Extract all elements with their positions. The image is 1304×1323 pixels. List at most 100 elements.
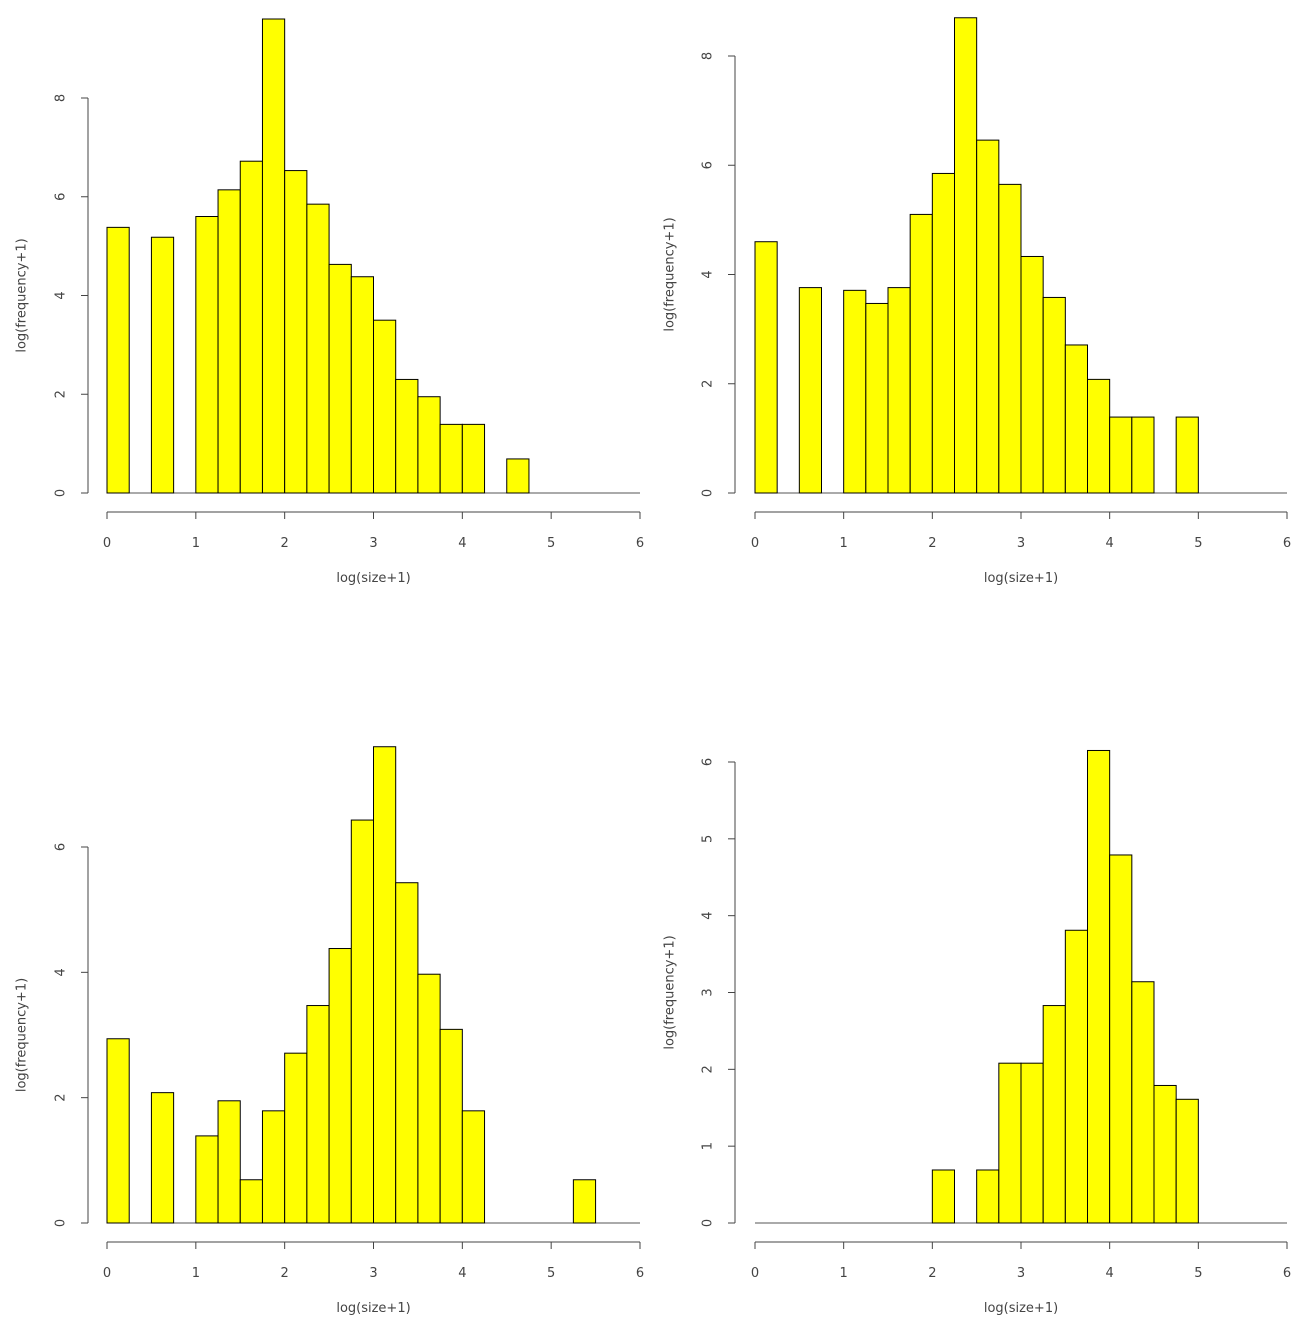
x-tick-label: 3 (369, 1266, 377, 1281)
x-axis-label: log(size+1) (984, 1301, 1058, 1316)
x-tick-label: 5 (1194, 1266, 1202, 1281)
histogram-bar (261, 1110, 286, 1224)
histogram-bar (976, 139, 1000, 494)
x-axis: 0 1 2 3 4 5 6 log(size+1) (103, 1241, 644, 1316)
x-tick-label: 2 (281, 1266, 289, 1281)
y-tick-label: 8 (701, 52, 716, 60)
x-tick-label: 1 (840, 536, 848, 551)
x-tick-label: 0 (103, 536, 111, 551)
y-tick-label: 0 (54, 1219, 69, 1227)
y-tick-label: 3 (701, 988, 716, 996)
x-tick-label: 4 (458, 536, 466, 551)
histogram-bar (1042, 1005, 1066, 1224)
x-axis: 0 1 2 3 4 5 6 log(size+1) (751, 1241, 1291, 1316)
y-tick-label: 1 (701, 1142, 716, 1150)
x-tick-label: 1 (192, 1266, 200, 1281)
x-tick-label: 4 (458, 1266, 466, 1281)
y-axis: 0 2 4 6 8 log(frequency+1) (663, 52, 736, 497)
histogram-bar (106, 226, 130, 494)
y-tick-label: 5 (701, 835, 716, 843)
histogram-bar (306, 1005, 330, 1224)
histogram-panel-top-right: 0 1 2 3 4 5 6 log(size+1) 0 2 4 6 8 log(frequency+1) (663, 17, 1291, 586)
y-tick-label: 6 (54, 843, 69, 851)
histogram-bar (150, 1092, 175, 1224)
histogram-bar (195, 1135, 219, 1224)
histogram-bar (1131, 981, 1155, 1224)
x-tick-label: 1 (192, 536, 200, 551)
y-tick-label: 6 (54, 193, 69, 201)
histogram-bar (373, 319, 397, 494)
histogram-bar (395, 882, 419, 1224)
histogram-bar (439, 423, 463, 494)
x-tick-label: 2 (281, 536, 289, 551)
histogram-bar (954, 17, 978, 494)
x-tick-label: 6 (636, 536, 644, 551)
x-tick-label: 2 (928, 1266, 936, 1281)
x-tick-label: 4 (1106, 1266, 1114, 1281)
y-tick-label: 0 (701, 489, 716, 497)
histogram-bar (909, 213, 933, 494)
histogram-bar (284, 170, 308, 494)
histogram-panel-bottom-left: 0 1 2 3 4 5 6 log(size+1) 0 2 4 6 log(frequency+1) (15, 746, 644, 1316)
histogram-bar (439, 1028, 463, 1224)
y-tick-label: 2 (54, 1094, 69, 1102)
x-tick-label: 4 (1106, 536, 1114, 551)
histogram-bar (417, 973, 441, 1224)
y-axis: 0 1 2 3 4 5 6 log(frequency+1) (663, 758, 736, 1227)
histogram-bar (195, 216, 219, 494)
histogram-panel-bottom-right: 0 1 2 3 4 5 6 log(size+1) 0 1 2 3 4 5 6 log(frequency+1… (663, 749, 1291, 1316)
y-tick-label: 4 (54, 291, 69, 299)
histogram-bar (106, 1038, 130, 1224)
histogram-bar (328, 948, 352, 1224)
x-axis-label: log(size+1) (984, 571, 1058, 586)
histogram-bar (306, 203, 330, 494)
y-tick-label: 8 (54, 94, 69, 102)
histogram-bar (1087, 378, 1111, 494)
histogram-bar (395, 378, 419, 494)
y-axis: 0 2 4 6 log(frequency+1) (15, 843, 89, 1227)
histogram-bar (1109, 416, 1133, 494)
y-tick-label: 2 (701, 380, 716, 388)
x-axis: 0 1 2 3 4 5 6 log(size+1) (103, 511, 644, 586)
histogram-bar (239, 1179, 263, 1224)
histogram-bar (1087, 749, 1111, 1224)
histogram-bar (150, 236, 175, 494)
histogram-bar (931, 1169, 955, 1224)
histogram-bar (843, 289, 867, 494)
y-tick-label: 4 (701, 912, 716, 920)
x-tick-label: 3 (369, 536, 377, 551)
x-tick-label: 1 (840, 1266, 848, 1281)
y-tick-label: 6 (701, 161, 716, 169)
histogram-bar (1175, 416, 1199, 494)
x-tick-label: 5 (547, 536, 555, 551)
x-tick-label: 5 (1194, 536, 1202, 551)
histogram-bar (1064, 344, 1089, 494)
histogram-bar (217, 189, 241, 494)
y-axis-label: log(frequency+1) (15, 238, 30, 352)
histogram-bar (976, 1169, 1000, 1224)
x-tick-label: 6 (636, 1266, 644, 1281)
histogram-bar (417, 396, 441, 494)
histogram-bar (461, 1110, 486, 1224)
histogram-bar (506, 458, 530, 494)
histogram-bar (887, 287, 911, 494)
histogram-bar (1153, 1084, 1177, 1224)
y-tick-label: 2 (54, 390, 69, 398)
y-tick-label: 4 (54, 968, 69, 976)
histogram-panel-top-left: 0 1 2 3 4 5 6 log(size+1) 0 2 4 6 8 log(frequency+1) (15, 18, 644, 586)
histogram-bar (350, 819, 374, 1224)
y-axis-label: log(frequency+1) (663, 217, 678, 331)
histogram-bar (931, 172, 955, 494)
histogram-bar (1109, 854, 1133, 1224)
histogram-bar (328, 263, 352, 494)
histogram-bar (373, 746, 397, 1224)
histogram-bar (239, 160, 263, 494)
histogram-bar (1064, 929, 1089, 1224)
histogram-bar (572, 1179, 597, 1224)
histogram-bar (998, 183, 1022, 494)
x-tick-label: 0 (103, 1266, 111, 1281)
x-tick-label: 3 (1017, 536, 1025, 551)
histogram-bar (461, 423, 486, 494)
histogram-bar (1020, 255, 1044, 494)
